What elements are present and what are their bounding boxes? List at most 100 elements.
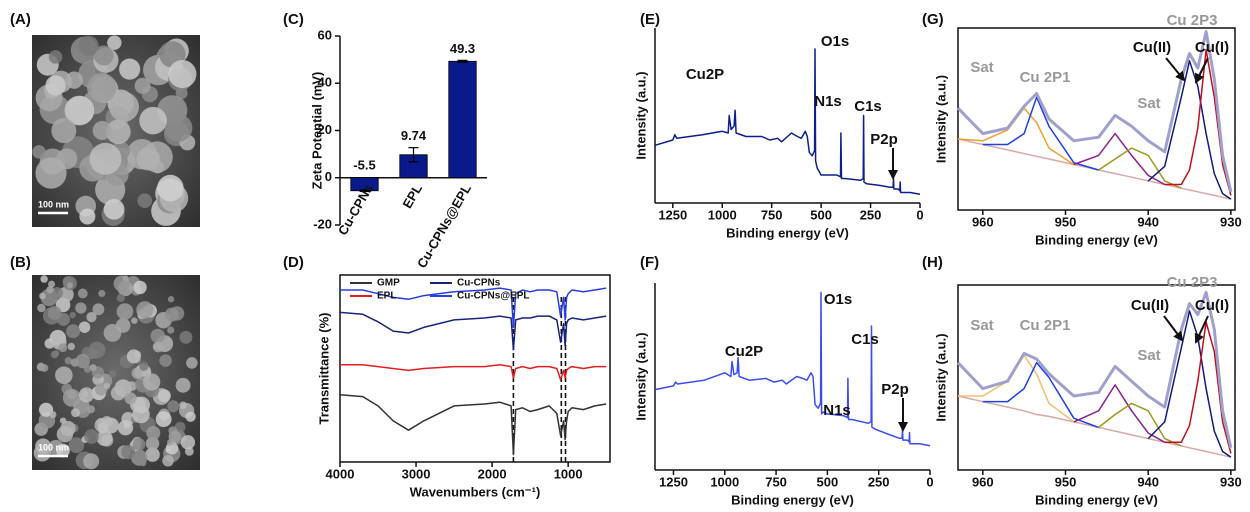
sem-grain	[105, 119, 131, 145]
sem-grain	[86, 311, 97, 323]
sem-grain	[168, 59, 197, 89]
scale-bar-label: 100 nm	[38, 442, 69, 452]
legend-label: Cu-CPNs	[457, 278, 501, 289]
x-tick-label: 500	[817, 474, 839, 489]
annotation: Cu2P	[686, 66, 724, 83]
data-label: 9.74	[401, 128, 427, 143]
sem-grain	[83, 453, 100, 470]
x-tick-label: 930	[1220, 474, 1242, 489]
sem-grain	[122, 275, 129, 282]
sem-grain	[60, 420, 76, 437]
panel-label: (C)	[283, 11, 304, 28]
sem-grain	[98, 289, 106, 297]
sem-grain	[167, 296, 175, 303]
x-tick-label: 250	[868, 474, 890, 489]
annotation: N1s	[823, 402, 851, 419]
y-tick-label: 60	[318, 27, 332, 42]
sem-grain	[107, 35, 122, 50]
sem-texture	[33, 275, 198, 470]
sem-grain	[75, 302, 87, 314]
series-line	[956, 290, 1233, 449]
sem-grain	[157, 174, 184, 202]
sem-grain	[78, 35, 99, 56]
y-axis-label: Intensity (a.u.)	[633, 71, 648, 159]
sem-grain	[88, 341, 106, 359]
x-tick-label: 4000	[326, 466, 355, 481]
sem-grain	[146, 425, 161, 441]
series-line	[1098, 147, 1182, 189]
sem-grain	[79, 208, 96, 225]
sem-grain	[110, 385, 126, 401]
sem-grain	[185, 411, 196, 422]
sem-grain	[121, 445, 136, 460]
sem-grain	[45, 75, 66, 96]
annotation: Cu2P	[725, 343, 763, 360]
sem-grain	[164, 114, 193, 142]
sem-grain	[116, 293, 125, 303]
sem-grain	[131, 317, 138, 324]
x-axis-label: Binding energy (eV)	[731, 492, 854, 507]
annotation-arrow	[1163, 315, 1184, 342]
sem-grain	[32, 145, 46, 159]
sem-grain	[40, 275, 48, 283]
panel-label: (H)	[922, 254, 943, 271]
sem-grain	[89, 142, 122, 175]
data-label: 49.3	[450, 41, 475, 56]
annotation: Sat	[1137, 347, 1160, 364]
x-tick-label: EPL	[399, 181, 425, 210]
annotation: Cu 2P3	[1167, 274, 1218, 291]
sem-grain	[179, 401, 187, 410]
sem-grain	[139, 106, 167, 135]
sem-grain	[145, 436, 160, 451]
x-tick-label: 1250	[659, 474, 688, 489]
sem-grain	[33, 444, 51, 462]
x-tick-label: 750	[765, 474, 787, 489]
series-line	[340, 364, 607, 381]
series-line	[339, 311, 607, 351]
y-tick-label: 20	[318, 122, 332, 137]
sem-grain	[92, 120, 112, 140]
x-tick-label: 1000	[554, 466, 583, 481]
sem-grain	[87, 405, 95, 414]
scale-bar-label: 100 nm	[38, 199, 69, 209]
y-tick-label: 0	[325, 169, 332, 184]
legend-label: EPL	[377, 291, 396, 302]
sem-grain	[66, 324, 81, 339]
annotation: Cu 2P3	[1167, 12, 1218, 29]
sem-grain	[180, 435, 196, 450]
x-tick-label: 940	[1137, 474, 1159, 489]
series-line	[982, 361, 1099, 429]
sem-grain	[103, 198, 125, 220]
sem-grain	[96, 430, 113, 447]
x-tick-label: 1250	[658, 207, 687, 222]
sem-grain	[87, 73, 117, 103]
sem-grain	[75, 353, 90, 369]
sem-grain	[97, 422, 109, 434]
sem-grain	[136, 301, 154, 319]
sem-grain	[116, 303, 134, 320]
panel-label: (G)	[922, 11, 944, 28]
annotation: P2p	[870, 131, 898, 148]
x-tick-label: 1000	[708, 207, 737, 222]
legend-label: Cu-CPNs@EPL	[457, 291, 530, 302]
sem-grain	[133, 280, 147, 295]
x-tick-label: 950	[1055, 474, 1077, 489]
sem-grain	[124, 392, 137, 405]
sem-grain	[62, 388, 81, 407]
annotation-arrow	[1194, 315, 1209, 344]
sem-grain	[46, 285, 54, 294]
annotation: Cu(II)	[1131, 297, 1169, 314]
sem-grain	[132, 437, 146, 451]
sem-grain	[179, 330, 193, 344]
plot-frame	[339, 274, 611, 463]
x-tick-label: 0	[926, 474, 933, 489]
sem-grain	[78, 321, 91, 333]
x-tick-label: 750	[761, 207, 783, 222]
sem-grain	[37, 303, 46, 313]
annotation: Cu 2P1	[1020, 317, 1071, 334]
sem-grain	[119, 58, 141, 80]
series-line	[982, 96, 1099, 171]
sem-grain	[126, 381, 137, 392]
panel-label: (A)	[10, 11, 31, 28]
